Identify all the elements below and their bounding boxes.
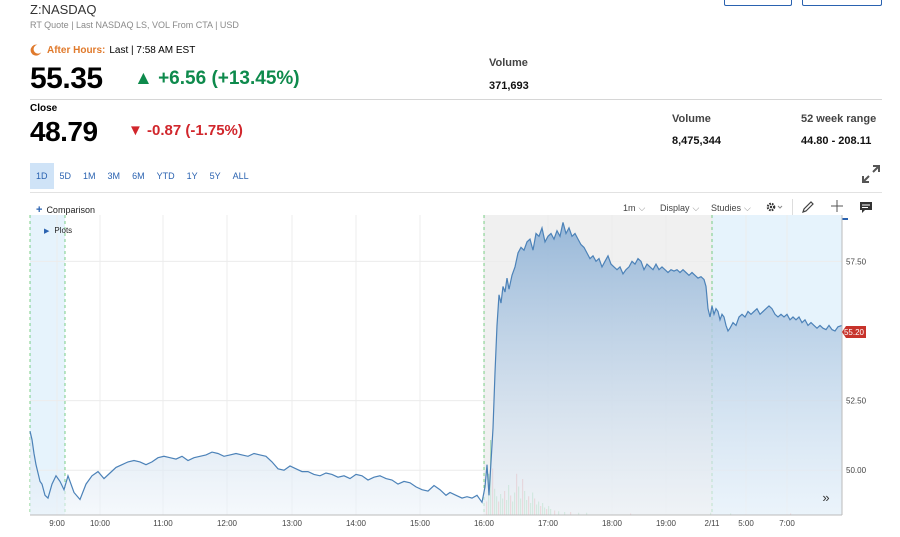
last-price-label: 55.20 (844, 328, 865, 337)
interval-value: 1m (623, 203, 636, 213)
x-tick-label: 10:00 (90, 519, 111, 528)
after-hours-volume-value: 371,693 (489, 80, 529, 92)
plus-icon: + (36, 204, 43, 216)
x-tick-label: 13:00 (282, 519, 303, 528)
chevron-down-icon: ⌵ (744, 203, 751, 213)
x-tick-label: 5:00 (738, 519, 754, 528)
chevron-down-icon: ⌵ (692, 203, 700, 213)
interval-select[interactable]: 1m ⌵ (623, 203, 645, 214)
toolbar-separator (792, 199, 793, 217)
tab-1d[interactable]: 1D (30, 163, 54, 189)
studies-label: Studies (711, 203, 742, 213)
plots-toggle[interactable]: ▶ Plots (44, 226, 72, 235)
price-line (29, 222, 843, 504)
toolbar-divider (30, 192, 882, 193)
x-tick-label: 16:00 (474, 519, 495, 528)
comparison-label: Comparison (46, 205, 95, 215)
x-tick-label: 19:00 (656, 519, 677, 528)
tab-5y[interactable]: 5Y (209, 171, 221, 181)
tab-all[interactable]: ALL (232, 171, 249, 181)
after-hours-row: After Hours: Last | 7:58 AM EST (30, 44, 195, 56)
close-change: ▼ -0.87 (-1.75%) (128, 122, 243, 139)
tab-3m[interactable]: 3M (107, 171, 121, 181)
price-chart[interactable]: 50.00 52.50 57.50 9:00 10:00 11:00 12:00 13:00… (0, 215, 900, 537)
range-label: 52 week range (801, 113, 877, 125)
comment-icon[interactable] (859, 200, 873, 214)
close-volume-label: Volume (672, 113, 711, 125)
draw-pencil-icon[interactable] (801, 200, 815, 214)
close-volume-value: 8,475,344 (672, 135, 721, 147)
x-tick-label: 9:00 (49, 519, 65, 528)
last-price-tag: 55.20 (842, 326, 866, 338)
tab-5d[interactable]: 5D (59, 171, 72, 181)
comparison-button[interactable]: + Comparison (36, 204, 95, 216)
tab-ytd[interactable]: YTD (156, 171, 175, 181)
x-tick-label: 15:00 (410, 519, 431, 528)
after-hours-change: ▲ +6.56 (+13.45%) (134, 68, 300, 89)
y-tick-label: 52.50 (846, 397, 867, 406)
plots-label: Plots (54, 226, 73, 235)
after-hours-volume-label: Volume (489, 57, 528, 69)
quote-divider (30, 99, 882, 100)
x-tick-label: 2/11 (705, 519, 721, 528)
ticker-symbol: Z:NASDAQ (30, 2, 97, 17)
top-button-left[interactable] (724, 0, 792, 6)
studies-menu[interactable]: Studies ⌵ (711, 203, 751, 214)
timeframe-tabs: 1D 5D 1M 3M 6M YTD 1Y 5Y ALL (30, 163, 255, 189)
x-tick-label: 11:00 (153, 519, 173, 528)
moon-icon (30, 44, 42, 56)
display-label: Display (660, 203, 690, 213)
scroll-to-latest-button[interactable]: » (822, 490, 830, 505)
top-button-right[interactable] (802, 0, 882, 6)
x-axis-labels: 9:00 10:00 11:00 12:00 13:00 14:00 15:00 16:00 1… (49, 519, 795, 528)
after-hours-last-time: Last | 7:58 AM EST (109, 44, 196, 56)
y-tick-label: 50.00 (846, 466, 867, 475)
triangle-right-icon: ▶ (44, 228, 50, 235)
close-label: Close (30, 103, 58, 114)
crosshair-icon[interactable] (830, 199, 844, 213)
y-tick-label: 57.50 (846, 257, 867, 266)
quote-source: RT Quote | Last NASDAQ LS, VOL From CTA … (30, 20, 239, 30)
x-tick-label: 17:00 (538, 519, 559, 528)
tab-1y[interactable]: 1Y (186, 171, 198, 181)
settings-gear-icon[interactable] (765, 200, 785, 214)
range-value: 44.80 - 208.11 (801, 135, 872, 147)
after-hours-label: After Hours: (47, 44, 106, 56)
tab-1m[interactable]: 1M (83, 171, 96, 181)
close-price: 48.79 (30, 116, 98, 147)
price-area (30, 222, 842, 515)
x-tick-label: 14:00 (346, 519, 367, 528)
tab-6m[interactable]: 6M (132, 171, 145, 181)
after-hours-price: 55.35 (30, 62, 103, 95)
display-menu[interactable]: Display ⌵ (660, 203, 699, 214)
x-tick-label: 7:00 (779, 519, 795, 528)
x-tick-label: 18:00 (602, 519, 623, 528)
chevron-down-icon: ⌵ (638, 203, 646, 213)
expand-icon[interactable] (860, 163, 882, 185)
y-axis-labels: 50.00 52.50 57.50 (846, 257, 867, 475)
x-tick-label: 12:00 (217, 519, 238, 528)
